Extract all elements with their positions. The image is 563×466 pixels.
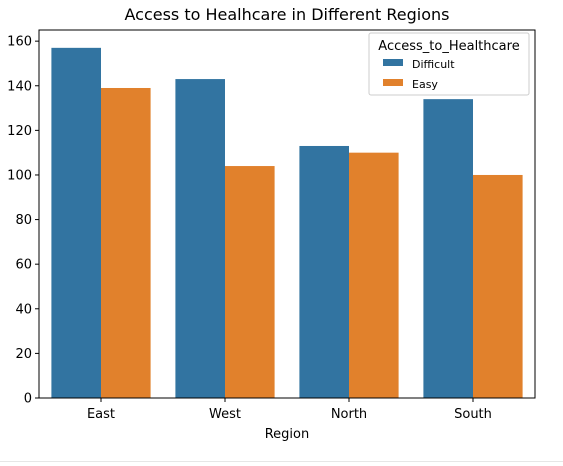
chart-title: Access to Healhcare in Different Regions <box>124 5 449 24</box>
y-tick-label: 60 <box>15 258 32 273</box>
legend-swatch-easy <box>383 79 403 86</box>
y-tick-label: 0 <box>24 392 32 407</box>
y-tick-label: 100 <box>7 168 32 183</box>
bar-easy-north <box>349 152 399 398</box>
y-tick-label: 160 <box>7 35 32 50</box>
bar-easy-south <box>473 174 523 398</box>
bar-easy-west <box>225 166 275 398</box>
bar-difficult-north <box>299 145 349 398</box>
y-tick-label: 80 <box>15 213 32 228</box>
y-tick-label: 20 <box>15 347 32 362</box>
bar-difficult-south <box>423 99 473 398</box>
bar-easy-east <box>101 87 151 398</box>
plot-frame <box>38 29 536 399</box>
legend-swatch-difficult <box>383 59 403 66</box>
y-tick-label: 140 <box>7 79 32 94</box>
bottom-divider <box>0 461 563 462</box>
y-tick-label: 40 <box>15 302 32 317</box>
x-tick-label: North <box>331 407 367 422</box>
x-tick-label: West <box>209 407 241 422</box>
legend-box <box>368 32 530 96</box>
bar-difficult-west <box>175 79 225 399</box>
legend-label-difficult: Difficult <box>412 58 455 71</box>
legend: Access_to_Healthcare Difficult Easy <box>368 32 530 96</box>
bar-difficult-east <box>51 47 101 399</box>
x-tick-label: South <box>454 407 492 422</box>
y-tick-label: 120 <box>7 124 32 139</box>
legend-label-easy: Easy <box>412 78 438 91</box>
x-tick-label: East <box>87 407 115 422</box>
x-axis-label: Region <box>265 427 310 442</box>
legend-title: Access_to_Healthcare <box>378 39 519 54</box>
